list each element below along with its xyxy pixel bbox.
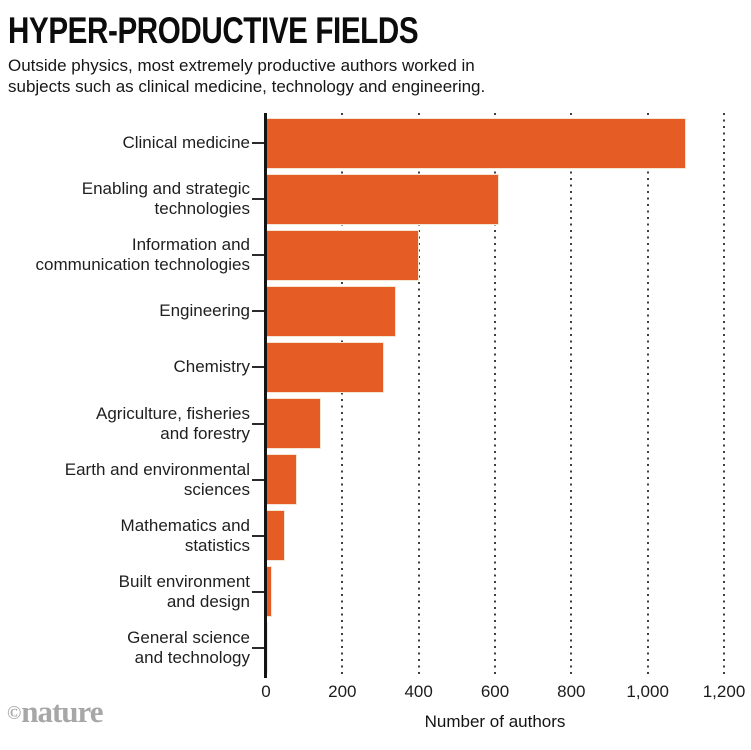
y-axis-tick [252,590,264,593]
chart-subtitle: Outside physics, most extremely producti… [8,55,485,97]
category-label: Mathematics and statistics [121,516,250,556]
category-label-line: and forestry [160,423,250,443]
category-label: Chemistry [173,357,250,377]
category-row: Information and communication technologie… [0,227,751,283]
category-label-line: and technology [134,647,250,667]
category-row: Built environment and design [0,564,751,620]
y-axis-tick [252,422,264,425]
category-row: General science and technology [0,620,751,676]
y-axis-tick [252,254,264,257]
category-label: Information and communication technologie… [35,235,250,275]
x-axis-tick-label: 600 [480,682,510,701]
category-label-line: Earth and environmental [64,459,250,479]
category-row: Clinical medicine [0,115,751,171]
x-axis-title: Number of authors [424,712,566,731]
category-label-line: and design [166,591,250,611]
category-row: Chemistry [0,339,751,395]
category-label-line: Built environment [118,571,250,591]
category-label-line: Mathematics and [120,515,250,535]
bar [266,454,297,506]
chart-title: HYPER-PRODUCTIVE FIELDS [8,10,419,51]
y-axis-tick [252,142,264,145]
x-axis-tick-label: 0 [261,682,271,701]
category-label-line: communication technologies [35,255,250,275]
category-label: General science and technology [127,628,250,668]
category-label-line: Information and [131,235,250,255]
nature-logo: ©nature [7,694,103,730]
y-axis-tick [252,478,264,481]
bar [266,229,419,281]
category-label-line: Enabling and strategic [81,179,250,199]
gridline-1000 [646,113,649,678]
category-row: Enabling and strategic technologies [0,171,751,227]
category-label-line: Chemistry [173,357,250,377]
x-axis-tick-label: 1,000 [626,682,669,701]
category-label-line: statistics [184,535,250,555]
category-label-line: technologies [154,199,250,219]
bar-chart: Clinical medicine Enabling and strategic t… [0,115,751,676]
category-label-line: sciences [183,479,250,499]
bar [266,397,322,449]
gridlines [266,113,740,678]
nature-logo-text: nature [21,694,103,729]
category-row: Agriculture, fisheries and forestry [0,395,751,451]
category-label-line: Engineering [159,301,250,321]
x-axis-tick-labels: 0 200 400 600 800 1,000 1,200 [261,682,745,704]
chart-subtitle-line-1: Outside physics, most extremely producti… [8,56,475,75]
y-axis-tick [252,198,264,201]
y-axis-tick [252,310,264,313]
bar [266,285,396,337]
category-label: Engineering [159,301,250,321]
y-axis-tick [252,646,264,649]
category-row: Engineering [0,283,751,339]
x-axis-tick-label: 200 [328,682,357,701]
category-label: Clinical medicine [122,133,250,153]
y-axis-line [264,113,267,678]
bar [266,341,385,393]
gridline-1200 [723,113,725,678]
gridline-400 [417,113,420,678]
category-label-line: General science [127,627,250,647]
y-axis-tick [252,534,264,537]
category-label: Agriculture, fisheries and forestry [96,404,250,444]
category-label: Earth and environmental sciences [65,460,250,500]
x-axis-tick-label: 1,200 [702,682,746,701]
category-label: Enabling and strategic technologies [82,179,250,219]
gridline-600 [494,113,496,678]
gridline-200 [341,113,344,678]
category-label-line: Clinical medicine [122,133,250,153]
bar [266,173,499,225]
x-axis-tick-label: 400 [404,682,433,701]
x-axis-tick-label: 800 [557,682,586,701]
category-label: Built environment and design [119,572,250,612]
bar [266,117,686,169]
gridline-800 [570,113,573,678]
y-axis-tick [252,366,264,369]
category-row: Earth and environmental sciences [0,452,751,508]
bar [266,510,286,562]
category-label-line: Agriculture, fisheries [95,403,250,423]
copyright-icon: © [7,703,22,724]
category-row: Mathematics and statistics [0,508,751,564]
chart-subtitle-line-2: subjects such as clinical medicine, tech… [8,77,486,96]
